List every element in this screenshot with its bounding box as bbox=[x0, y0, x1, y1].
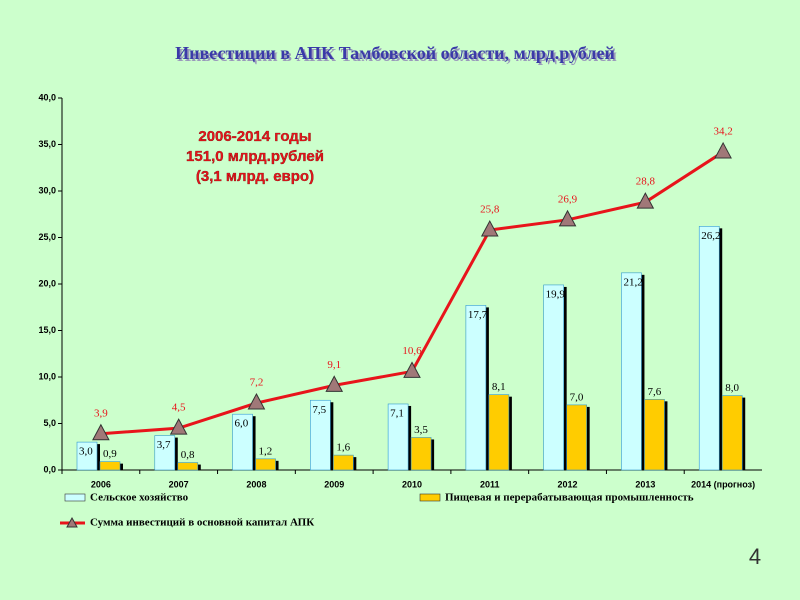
value-label: 9,1 bbox=[327, 359, 341, 371]
line-marker bbox=[92, 423, 110, 441]
value-label: 1,6 bbox=[336, 442, 350, 454]
value-label: 19,9 bbox=[546, 288, 566, 300]
legend-label: Сельское хозяйство bbox=[90, 492, 189, 504]
x-tick-label: 2009 bbox=[324, 479, 344, 489]
value-label: 34,2 bbox=[713, 125, 732, 137]
value-label: 7,6 bbox=[647, 386, 661, 398]
y-tick-label: 20,0 bbox=[38, 278, 56, 288]
bar bbox=[465, 305, 487, 471]
value-label: 0,9 bbox=[103, 448, 117, 460]
value-label: 25,8 bbox=[480, 204, 500, 216]
y-tick-label: 10,0 bbox=[38, 371, 56, 381]
value-label: 3,7 bbox=[157, 439, 171, 451]
x-tick-label: 2008 bbox=[246, 479, 266, 489]
bar bbox=[76, 441, 98, 471]
bar bbox=[99, 461, 121, 471]
title-shadow: Инвестиции в АПК Тамбовской области, млр… bbox=[177, 45, 617, 65]
x-tick-label: 2007 bbox=[169, 479, 189, 489]
x-tick-label: 2010 bbox=[402, 479, 422, 489]
bar bbox=[154, 435, 176, 471]
annotation: 151,0 млрд.рублей bbox=[186, 148, 324, 165]
value-label: 26,2 bbox=[701, 230, 720, 242]
value-label: 8,1 bbox=[492, 381, 506, 393]
line-marker bbox=[169, 418, 188, 435]
line-marker bbox=[714, 141, 732, 159]
y-tick-label: 5,0 bbox=[43, 418, 56, 428]
bar bbox=[333, 454, 354, 471]
x-tick-label: 2014 (прогноз) bbox=[691, 479, 755, 489]
value-label: 0,8 bbox=[181, 449, 195, 461]
value-label: 6,0 bbox=[235, 418, 249, 430]
x-tick-label: 2011 bbox=[480, 479, 500, 489]
bar bbox=[255, 458, 276, 471]
line-marker bbox=[636, 192, 655, 209]
page-number: 4 bbox=[749, 544, 761, 569]
y-tick-label: 0,0 bbox=[43, 464, 56, 474]
line-marker bbox=[558, 209, 577, 227]
bar bbox=[177, 462, 199, 471]
value-label: 28,8 bbox=[636, 176, 656, 188]
value-label: 26,9 bbox=[558, 193, 578, 205]
line-marker bbox=[403, 361, 421, 378]
value-label: 8,0 bbox=[725, 382, 739, 394]
value-label: 7,1 bbox=[390, 408, 404, 420]
value-label: 1,2 bbox=[259, 445, 273, 457]
y-tick-label: 15,0 bbox=[38, 325, 56, 335]
line-marker bbox=[247, 392, 266, 410]
value-label: 7,2 bbox=[250, 377, 264, 389]
x-tick-label: 2006 bbox=[91, 479, 111, 489]
bar bbox=[566, 404, 587, 471]
bar bbox=[410, 437, 432, 471]
y-tick-label: 40,0 bbox=[38, 92, 56, 102]
value-label: 21,2 bbox=[623, 276, 642, 288]
bar bbox=[644, 399, 665, 471]
line-marker bbox=[325, 375, 344, 392]
chart-title: Инвестиции в АПК Тамбовской области, млр… bbox=[175, 43, 615, 63]
value-label: 17,7 bbox=[468, 309, 488, 321]
value-label: 7,5 bbox=[312, 404, 326, 416]
value-label: 7,0 bbox=[570, 391, 584, 403]
bar bbox=[488, 394, 510, 471]
y-tick-label: 25,0 bbox=[38, 232, 56, 242]
value-label: 10,6 bbox=[402, 345, 422, 357]
line-marker bbox=[480, 219, 499, 237]
bar bbox=[232, 413, 253, 471]
y-tick-label: 30,0 bbox=[38, 185, 56, 195]
annotation: 2006-2014 годы bbox=[198, 128, 311, 145]
legend-swatch bbox=[419, 493, 441, 502]
bar bbox=[698, 226, 720, 471]
bar bbox=[621, 272, 642, 471]
x-tick-label: 2012 bbox=[558, 479, 578, 489]
legend-label: Сумма инвестиций в основной капитал АПК bbox=[90, 517, 314, 529]
bar bbox=[543, 284, 564, 471]
annotation: (3,1 млрд. евро) bbox=[196, 168, 314, 185]
value-label: 4,5 bbox=[172, 402, 186, 414]
value-label: 3,9 bbox=[94, 407, 108, 419]
value-label: 3,0 bbox=[79, 446, 93, 458]
value-label: 3,5 bbox=[414, 424, 428, 436]
legend-label: Пищевая и перерабатывающая промышленност… bbox=[445, 492, 694, 504]
bar bbox=[387, 403, 409, 471]
legend-marker bbox=[66, 516, 78, 528]
legend-swatch bbox=[64, 493, 86, 502]
x-tick-label: 2013 bbox=[635, 479, 655, 489]
bar bbox=[310, 399, 331, 471]
y-tick-label: 35,0 bbox=[38, 139, 56, 149]
bar bbox=[721, 395, 743, 471]
